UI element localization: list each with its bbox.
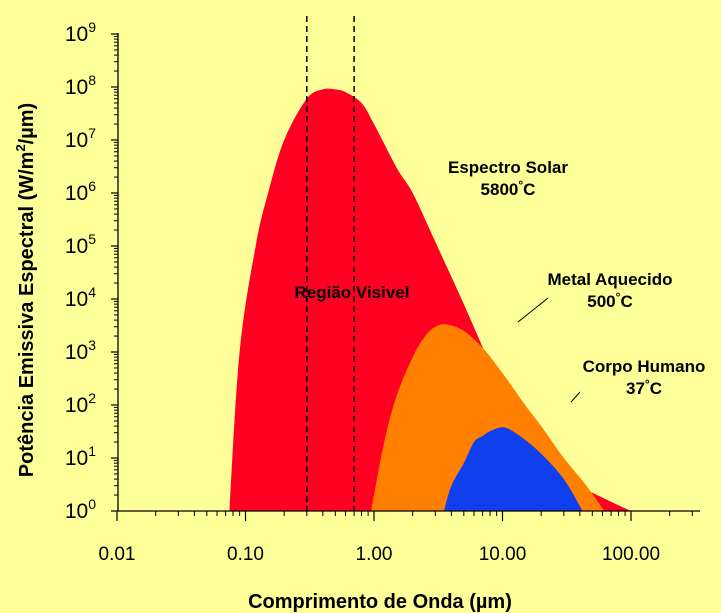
x-tick-label: 100.00 bbox=[602, 544, 660, 565]
series-label-name-2: Corpo Humano bbox=[583, 357, 706, 376]
y-tick-label: 100 bbox=[65, 496, 96, 523]
y-tick-label: 107 bbox=[65, 125, 96, 152]
x-tick-label: 0.01 bbox=[99, 544, 136, 565]
y-tick-label: 101 bbox=[65, 443, 96, 470]
y-tick-label: 108 bbox=[65, 72, 96, 99]
visible-region-label: Região Visivel bbox=[295, 283, 410, 302]
series-label-temp-2: 37°C bbox=[626, 377, 662, 398]
y-tick-label: 102 bbox=[65, 390, 96, 417]
series-label-temp-1: 500°C bbox=[587, 290, 632, 311]
series-label-name-0: Espectro Solar bbox=[448, 158, 568, 177]
y-tick-label: 103 bbox=[65, 337, 96, 364]
y-axis-title: Potência Emissiva Espectral (W/m2/µm) bbox=[13, 103, 38, 477]
leader-line-1 bbox=[517, 297, 549, 323]
tick-labels: 100 101 102 103 104 105 106 107 108 109 0.01 0.10 1.… bbox=[65, 19, 660, 565]
x-tick-label: 0.10 bbox=[227, 544, 264, 565]
y-tick-label: 106 bbox=[65, 178, 96, 205]
emission-areas bbox=[229, 88, 631, 511]
x-tick-label: 10.00 bbox=[479, 544, 527, 565]
axes bbox=[111, 33, 700, 521]
y-tick-label: 105 bbox=[65, 231, 96, 258]
x-axis-title: Comprimento de Onda (µm) bbox=[248, 591, 512, 613]
x-tick-label: 1.00 bbox=[356, 544, 393, 565]
area-series-0 bbox=[229, 88, 631, 511]
area-series-2 bbox=[443, 427, 583, 511]
y-tick-label: 104 bbox=[65, 284, 96, 311]
y-tick-label: 109 bbox=[65, 19, 96, 46]
leader-line-2 bbox=[570, 391, 581, 403]
series-label-temp-0: 5800°C bbox=[481, 178, 536, 199]
series-label-name-1: Metal Aquecido bbox=[548, 270, 673, 289]
visible-region-lines bbox=[306, 16, 355, 511]
